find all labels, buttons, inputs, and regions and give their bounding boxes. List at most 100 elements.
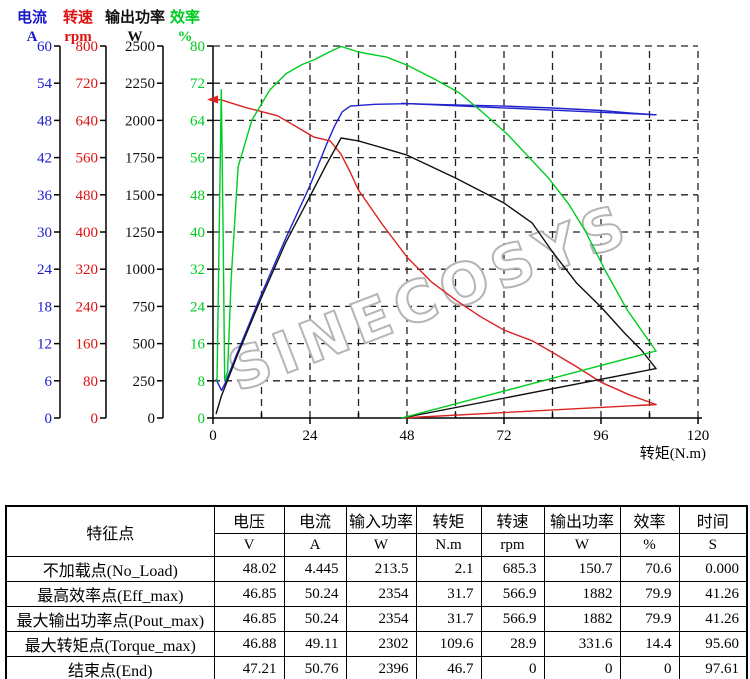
value-cell: 566.9 bbox=[480, 606, 545, 632]
y-tick-label: 40 bbox=[190, 225, 205, 241]
y-tick-label: 36 bbox=[37, 188, 53, 204]
value-cell: 2396 bbox=[345, 656, 417, 679]
series-6 bbox=[216, 45, 657, 382]
column-header-4: 转速 bbox=[480, 505, 545, 534]
y-tick-label: 160 bbox=[76, 337, 99, 353]
y-tick-label: 32 bbox=[190, 262, 205, 278]
y-tick-label: 2500 bbox=[125, 39, 155, 55]
column-unit-5: W bbox=[543, 533, 621, 557]
y-axis-name-0: 电流 bbox=[17, 8, 47, 26]
value-cell: 109.6 bbox=[415, 631, 482, 657]
y-tick-label: 12 bbox=[37, 337, 52, 353]
series-4 bbox=[215, 137, 657, 415]
y-tick-label: 240 bbox=[76, 299, 99, 315]
y-tick-label: 24 bbox=[190, 299, 206, 315]
y-tick-label: 42 bbox=[37, 151, 52, 167]
column-unit-4: rpm bbox=[480, 533, 545, 557]
y-tick-label: 500 bbox=[133, 337, 156, 353]
value-cell: 31.7 bbox=[415, 606, 482, 632]
value-cell: 0.000 bbox=[678, 556, 748, 582]
value-cell: 2.1 bbox=[415, 556, 482, 582]
y-tick-label: 24 bbox=[37, 262, 53, 278]
column-header-3: 转矩 bbox=[415, 505, 482, 534]
row-label: 最大输出功率点(Pout_max) bbox=[5, 606, 215, 632]
y-tick-label: 800 bbox=[76, 39, 99, 55]
value-cell: 70.6 bbox=[619, 556, 680, 582]
x-tick-label: 48 bbox=[400, 428, 415, 444]
y-tick-label: 18 bbox=[37, 299, 52, 315]
value-cell: 46.85 bbox=[213, 581, 285, 607]
y-tick-label: 6 bbox=[45, 374, 53, 390]
x-tick-label: 72 bbox=[497, 428, 512, 444]
y-tick-label: 80 bbox=[190, 39, 205, 55]
column-header-1: 电流 bbox=[283, 505, 347, 534]
value-cell: 0 bbox=[480, 656, 545, 679]
row-label: 最高效率点(Eff_max) bbox=[5, 581, 215, 607]
y-tick-label: 250 bbox=[133, 374, 156, 390]
y-tick-label: 0 bbox=[148, 411, 156, 427]
chart-canvas: SINECOSYS06121824303642485460电流A08016024… bbox=[17, 8, 710, 462]
value-cell: 46.88 bbox=[213, 631, 285, 657]
value-cell: 97.61 bbox=[678, 656, 748, 679]
x-tick-label: 120 bbox=[687, 428, 710, 444]
value-cell: 79.9 bbox=[619, 581, 680, 607]
table-body: 不加载点(No_Load) 48.02 4.445 213.5 2.1 685.3 150.… bbox=[5, 556, 748, 679]
value-cell: 50.24 bbox=[283, 581, 347, 607]
y-tick-label: 72 bbox=[190, 76, 205, 92]
y-tick-label: 64 bbox=[190, 113, 206, 129]
column-header-5: 输出功率 bbox=[543, 505, 621, 534]
column-unit-1: A bbox=[283, 533, 347, 557]
y-axis-unit-3: % bbox=[178, 29, 193, 45]
y-tick-label: 0 bbox=[45, 411, 53, 427]
column-unit-6: % bbox=[619, 533, 680, 557]
y-axis-name-2: 输出功率 bbox=[105, 8, 165, 26]
value-cell: 331.6 bbox=[543, 631, 621, 657]
y-axis-name-1: 转速 bbox=[63, 8, 93, 26]
y-tick-label: 320 bbox=[76, 262, 99, 278]
row-label: 最大转矩点(Torque_max) bbox=[5, 631, 215, 657]
y-tick-label: 0 bbox=[198, 411, 206, 427]
column-header-0: 电压 bbox=[213, 505, 285, 534]
value-cell: 50.24 bbox=[283, 606, 347, 632]
y-tick-label: 30 bbox=[37, 225, 52, 241]
x-tick-label: 96 bbox=[594, 428, 610, 444]
y-tick-label: 480 bbox=[76, 188, 99, 204]
y-tick-label: 8 bbox=[198, 374, 206, 390]
y-tick-label: 1500 bbox=[125, 188, 155, 204]
column-unit-0: V bbox=[213, 533, 285, 557]
performance-curves-chart: SINECOSYS 0 6 12 18 24 30 36 42 48 54 60 电流 A 0 80 160 24… bbox=[17, 8, 710, 462]
column-unit-3: N.m bbox=[415, 533, 482, 557]
y-tick-label: 16 bbox=[190, 337, 206, 353]
table-row-3: 最大转矩点(Torque_max) 46.88 49.11 2302 109.6 28.9… bbox=[5, 631, 748, 657]
value-cell: 47.21 bbox=[213, 656, 285, 679]
y-tick-label: 400 bbox=[76, 225, 99, 241]
y-tick-label: 56 bbox=[190, 151, 206, 167]
y-axis-unit-0: A bbox=[27, 29, 38, 45]
value-cell: 1882 bbox=[543, 606, 621, 632]
y-tick-label: 54 bbox=[37, 76, 53, 92]
x-tick-label: 24 bbox=[303, 428, 319, 444]
y-tick-label: 60 bbox=[37, 39, 52, 55]
y-tick-label: 560 bbox=[76, 151, 99, 167]
value-cell: 14.4 bbox=[619, 631, 680, 657]
table-row-4: 结束点(End) 47.21 50.76 2396 46.7 0 0 0 97.61 bbox=[5, 656, 748, 679]
value-cell: 213.5 bbox=[345, 556, 417, 582]
row-label: 结束点(End) bbox=[5, 656, 215, 679]
value-cell: 4.445 bbox=[283, 556, 347, 582]
value-cell: 48.02 bbox=[213, 556, 285, 582]
series-1 bbox=[401, 102, 657, 116]
table-row-1: 最高效率点(Eff_max) 46.85 50.24 2354 31.7 566.9 188… bbox=[5, 581, 748, 607]
y-tick-label: 1000 bbox=[125, 262, 155, 278]
row-label: 不加载点(No_Load) bbox=[5, 556, 215, 582]
value-cell: 2354 bbox=[345, 581, 417, 607]
column-header-2: 输入功率 bbox=[345, 505, 417, 534]
value-cell: 0 bbox=[619, 656, 680, 679]
column-unit-7: S bbox=[678, 533, 748, 557]
value-cell: 150.7 bbox=[543, 556, 621, 582]
column-unit-2: W bbox=[345, 533, 417, 557]
value-cell: 2354 bbox=[345, 606, 417, 632]
y-tick-label: 720 bbox=[76, 76, 99, 92]
table-row-0: 不加载点(No_Load) 48.02 4.445 213.5 2.1 685.3 150.… bbox=[5, 556, 748, 582]
y-tick-label: 640 bbox=[76, 113, 99, 129]
